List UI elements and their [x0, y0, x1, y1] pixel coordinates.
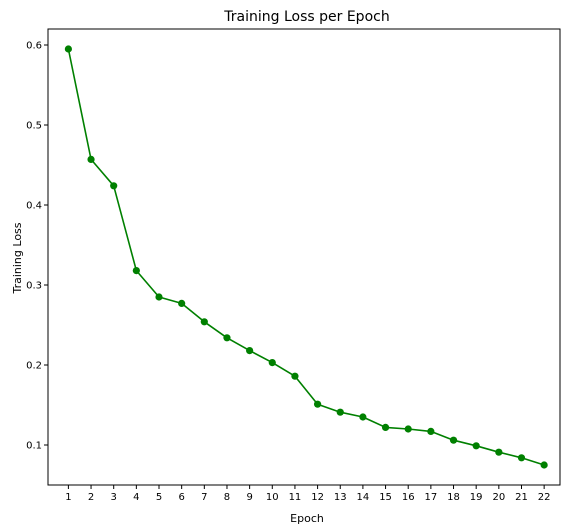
x-tick-label: 14	[357, 492, 370, 503]
data-point	[87, 155, 95, 163]
data-point	[495, 448, 503, 456]
x-tick-label: 6	[178, 492, 184, 503]
x-tick-label: 16	[402, 492, 415, 503]
x-tick-label: 18	[447, 492, 460, 503]
data-point	[291, 372, 299, 380]
data-point	[472, 442, 480, 450]
y-tick-label: 0.2	[26, 361, 42, 372]
y-tick-label: 0.4	[26, 201, 42, 212]
x-tick-label: 19	[470, 492, 483, 503]
y-tick-label: 0.6	[26, 41, 42, 52]
x-tick-label: 5	[156, 492, 162, 503]
x-tick-label: 1	[65, 492, 71, 503]
data-point	[132, 267, 140, 275]
data-point	[178, 299, 186, 307]
x-tick-label: 20	[492, 492, 505, 503]
x-tick-label: 17	[425, 492, 438, 503]
data-point	[223, 334, 231, 342]
data-point	[359, 413, 367, 421]
data-point	[449, 436, 458, 444]
data-point	[110, 182, 118, 190]
y-axis-label: Training Loss	[11, 222, 24, 294]
data-point	[155, 293, 163, 301]
x-tick-label: 9	[246, 492, 252, 503]
data-point	[517, 454, 526, 462]
data-point	[64, 45, 72, 53]
chart-title: Training Loss per Epoch	[223, 9, 389, 25]
x-tick-label: 21	[515, 492, 528, 503]
x-tick-label: 4	[133, 492, 139, 503]
data-point	[246, 347, 254, 355]
data-point	[540, 461, 548, 469]
data-point	[313, 400, 322, 408]
data-point	[336, 408, 344, 416]
y-tick-label: 0.5	[26, 121, 42, 132]
x-tick-label: 2	[88, 492, 94, 503]
x-tick-label: 8	[224, 492, 230, 503]
plot-frame	[47, 28, 561, 486]
data-point	[200, 318, 208, 326]
x-tick-label: 12	[311, 492, 324, 503]
data-point	[427, 427, 435, 435]
x-tick-label: 7	[201, 492, 207, 503]
x-tick-label: 15	[379, 492, 392, 503]
x-tick-label: 13	[334, 492, 347, 503]
x-axis-label: Epoch	[290, 512, 324, 524]
data-point	[268, 359, 276, 367]
x-tick-label: 11	[289, 492, 302, 503]
data-point	[381, 423, 390, 431]
y-tick-label: 0.1	[26, 441, 42, 452]
series-line	[67, 48, 545, 466]
x-tick-label: 3	[111, 492, 117, 503]
x-tick-label: 22	[538, 492, 551, 503]
data-point	[404, 425, 412, 433]
y-tick-label: 0.3	[26, 281, 42, 292]
x-tick-label: 10	[266, 492, 279, 503]
